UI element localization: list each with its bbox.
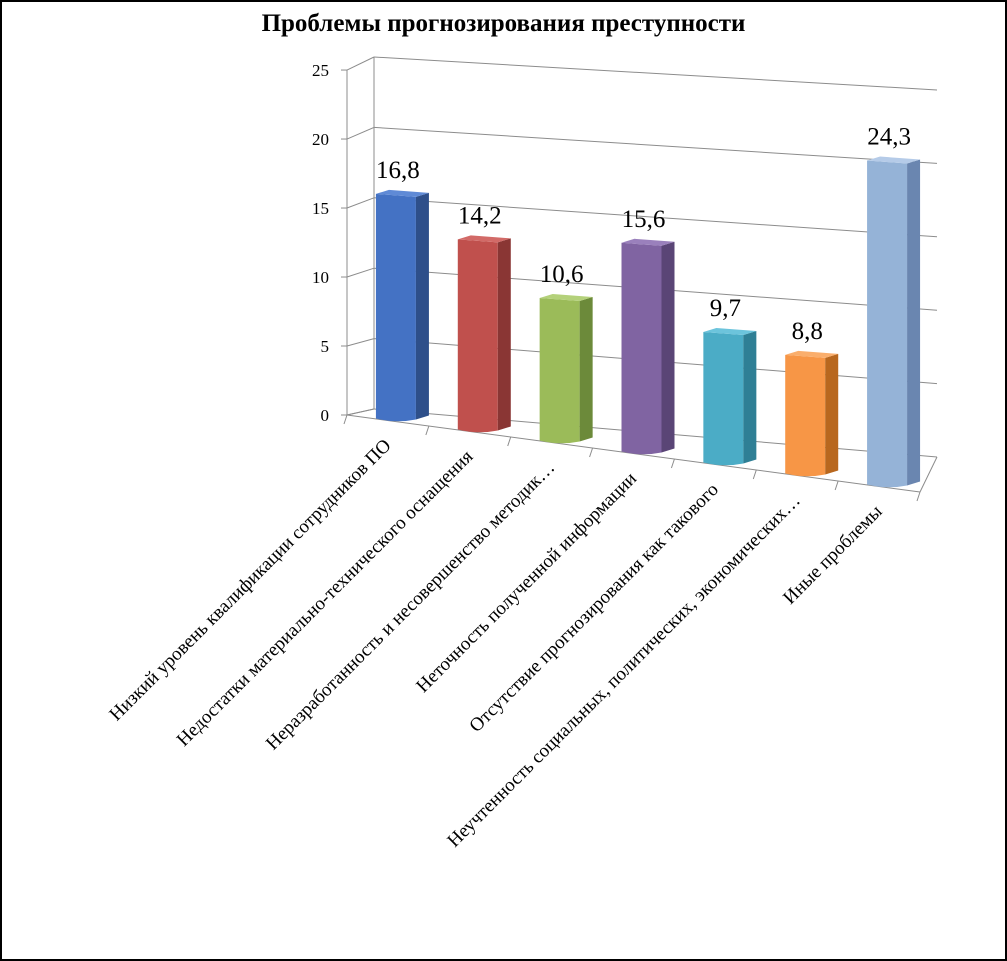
bar [457, 235, 511, 433]
value-labels: 16,8 14,2 10,6 15,6 9,7 8,8 24,3 [376, 124, 911, 345]
value-label: 15,6 [622, 206, 666, 233]
y-tick-label: 25 [312, 61, 329, 80]
bar-side [907, 159, 921, 486]
bar [375, 189, 429, 422]
bar-front [703, 331, 744, 466]
bar-side [661, 241, 675, 453]
bar [785, 350, 839, 477]
bar-front [785, 354, 826, 477]
bar-front [457, 239, 498, 433]
bar-front [621, 242, 662, 455]
gridline [373, 56, 938, 91]
bar [539, 294, 593, 444]
value-label: 16,8 [376, 157, 420, 184]
x-tick-label: Иные проблемы [779, 501, 887, 609]
value-label: 24,3 [867, 124, 911, 151]
side-gridline [346, 56, 375, 71]
bar-front [867, 160, 908, 488]
x-tick-mark [834, 480, 839, 491]
x-tick-labels: Низкий уровень квалификации сотрудников … [105, 435, 886, 851]
side-gridline [346, 126, 375, 140]
y-tick-label: 10 [312, 268, 329, 287]
bar-side [415, 192, 429, 420]
x-tick-mark [343, 414, 348, 425]
x-tick-mark [589, 447, 594, 458]
side-gridline [346, 197, 375, 209]
floor-edge [919, 456, 938, 493]
bar-side [579, 297, 593, 442]
bar-top [375, 189, 429, 197]
bar [867, 156, 921, 488]
y-tick-label: 20 [312, 130, 329, 149]
chart-title: Проблемы прогнозирования преступности [261, 10, 746, 37]
x-tick-mark [425, 425, 430, 436]
x-tick-mark [916, 491, 921, 502]
bar-top [785, 350, 839, 358]
bar-front [375, 193, 416, 422]
y-axis: 0 5 10 15 20 25 [312, 61, 348, 425]
bar-top [867, 156, 921, 164]
bar-side [497, 238, 511, 431]
bar [703, 327, 757, 466]
bar-front [539, 298, 580, 444]
bar-side [743, 330, 757, 464]
bar-side [825, 353, 839, 475]
value-label: 14,2 [458, 202, 502, 229]
y-tick-label: 0 [321, 406, 330, 425]
bar-top [703, 327, 757, 335]
x-tick-mark [752, 469, 757, 480]
bar [621, 238, 675, 455]
x-tick-mark [670, 458, 675, 469]
value-label: 8,8 [792, 318, 823, 345]
bar-top [457, 235, 511, 243]
x-tick-mark [507, 436, 512, 447]
value-label: 9,7 [710, 295, 741, 322]
floor-edge [346, 408, 375, 416]
bar-top [621, 238, 675, 246]
gridline [373, 197, 938, 238]
x-tick-label: Неучтенность социальных, политических, э… [443, 490, 804, 851]
bar-top [539, 294, 593, 302]
chart-bars [375, 156, 921, 488]
y-tick-label: 15 [312, 199, 329, 218]
gridline [373, 126, 938, 164]
y-tick-label: 5 [321, 337, 330, 356]
side-gridline [346, 338, 375, 347]
side-gridline [346, 267, 375, 278]
value-label: 10,6 [540, 261, 584, 288]
